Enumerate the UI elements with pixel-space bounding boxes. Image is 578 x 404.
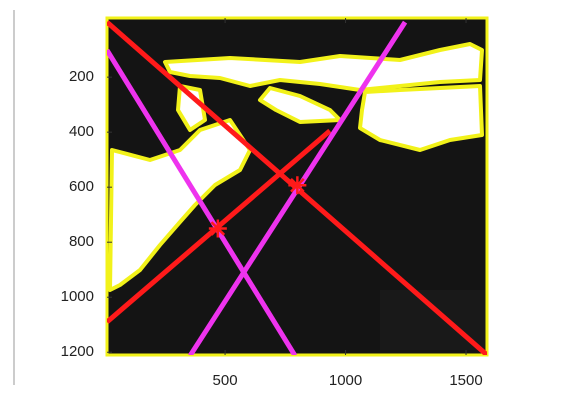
y-tick-label: 1000 xyxy=(61,288,94,305)
y-tick-label: 400 xyxy=(69,123,94,140)
x-tick-label: 500 xyxy=(213,372,238,389)
y-tick-label: 800 xyxy=(69,233,94,250)
star-marker xyxy=(288,176,306,194)
page: 2004006008001000120050010001500 (() => {… xyxy=(0,0,578,404)
y-tick-label: 600 xyxy=(69,178,94,195)
chart: 200 400 600 800 1000 1200 500 1000 1500 xyxy=(0,0,578,399)
x-tick-label: 1500 xyxy=(449,372,482,389)
x-tick-label: 1000 xyxy=(329,372,362,389)
y-tick-label: 1200 xyxy=(61,343,94,360)
star-marker xyxy=(209,219,227,237)
y-tick-label: 200 xyxy=(69,68,94,85)
